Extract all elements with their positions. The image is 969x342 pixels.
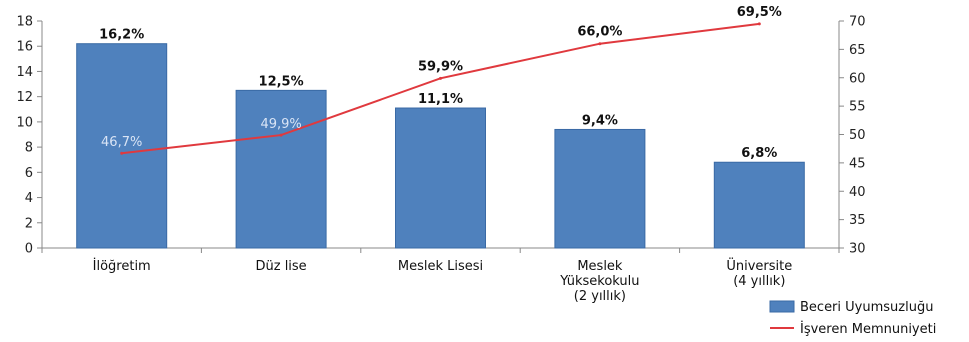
legend-line-label: İşveren Memnuniyeti xyxy=(800,321,936,337)
y-left-tick-label: 18 xyxy=(16,15,33,30)
bar-value-label: 12,5% xyxy=(259,74,304,89)
y-left-tick-label: 12 xyxy=(16,90,33,105)
line-value-label: 59,9% xyxy=(418,59,463,74)
y-left-tick-label: 0 xyxy=(25,242,33,257)
y-right-tick-label: 35 xyxy=(849,213,866,228)
category-label: Meslek Lisesi xyxy=(398,259,483,274)
legend-bar-swatch xyxy=(769,300,795,313)
y-right-tick-label: 40 xyxy=(849,185,866,200)
line-value-label: 49,9% xyxy=(260,117,301,132)
category-label: Düz lise xyxy=(255,259,306,274)
y-left-tick-label: 4 xyxy=(25,191,33,206)
y-left-tick-label: 10 xyxy=(16,115,33,130)
category-label: Yüksekokulu xyxy=(559,274,639,289)
bar xyxy=(713,161,805,249)
y-right-tick-label: 45 xyxy=(849,156,866,171)
y-right-tick-label: 30 xyxy=(849,242,866,257)
line-value-label: 46,7% xyxy=(101,135,142,150)
line-point xyxy=(279,133,283,137)
y-right-tick-label: 70 xyxy=(849,15,866,30)
y-left-tick-label: 6 xyxy=(25,166,33,181)
legend-bar-label: Beceri Uyumsuzluğu xyxy=(800,300,933,315)
bar-value-label: 16,2% xyxy=(99,28,144,43)
bar-value-label: 6,8% xyxy=(741,146,777,161)
bar-value-label: 11,1% xyxy=(418,92,463,107)
y-left-tick-label: 8 xyxy=(25,141,33,156)
bar xyxy=(395,107,486,249)
line-point xyxy=(439,76,442,80)
category-label: İlöğretim xyxy=(93,258,151,274)
line-value-label: 66,0% xyxy=(577,25,622,40)
category-label: (4 yıllık) xyxy=(733,274,785,289)
category-label: Üniversite xyxy=(726,257,792,274)
line-value-label: 69,5% xyxy=(737,5,782,20)
category-label: Meslek xyxy=(577,259,623,274)
category-label: (2 yıllık) xyxy=(574,289,626,304)
bar xyxy=(235,89,327,249)
y-left-tick-label: 2 xyxy=(25,216,33,231)
y-left-tick-label: 16 xyxy=(16,40,33,55)
y-right-tick-label: 65 xyxy=(849,43,866,58)
bar xyxy=(76,43,168,249)
bar xyxy=(554,128,646,249)
y-right-tick-label: 55 xyxy=(849,100,866,115)
y-right-tick-label: 60 xyxy=(849,71,866,86)
y-right-tick-label: 50 xyxy=(849,128,866,143)
line-point xyxy=(598,42,602,46)
line-point xyxy=(120,151,124,155)
line-point xyxy=(757,22,761,26)
bar-value-label: 9,4% xyxy=(582,113,618,128)
y-left-tick-label: 14 xyxy=(16,65,33,80)
